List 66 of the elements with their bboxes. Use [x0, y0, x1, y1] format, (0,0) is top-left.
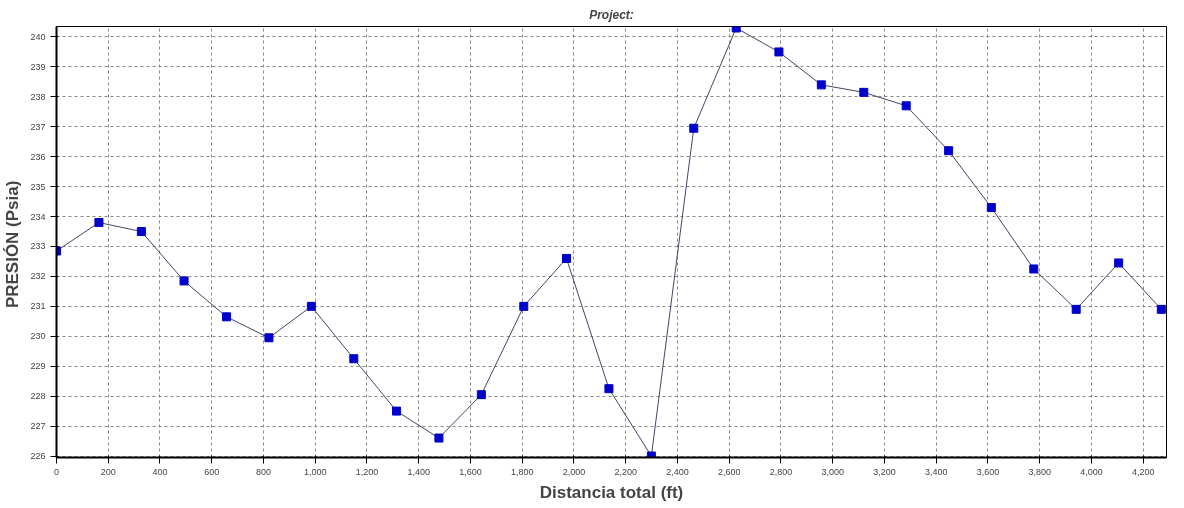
- y-tick-label: 235: [30, 181, 46, 192]
- x-tick-label: 2,600: [717, 466, 741, 477]
- x-tick-label: 2,000: [562, 466, 586, 477]
- x-tick-label: 4,000: [1080, 466, 1103, 477]
- y-tick-label: 228: [30, 391, 46, 402]
- x-tick-label: 1,800: [510, 466, 534, 477]
- y-tick-label: 239: [30, 61, 46, 72]
- x-tick-label: 1,400: [407, 466, 431, 477]
- y-tick-label: 230: [30, 331, 46, 342]
- x-tick-label: 3,600: [976, 466, 1000, 477]
- x-tick-label: 1,000: [303, 466, 327, 477]
- y-tick-label: 236: [30, 151, 46, 162]
- point: [561, 253, 571, 263]
- y-tick-label: 231: [30, 301, 46, 312]
- point: [434, 433, 444, 443]
- x-axis-title: Distancia total (ft): [539, 482, 684, 502]
- y-tick-label: 229: [30, 361, 46, 372]
- y-tick-label: 234: [30, 211, 46, 222]
- y-tick-label: 238: [30, 91, 46, 102]
- y-tick-label: 237: [30, 121, 46, 132]
- point: [391, 406, 401, 416]
- x-tick-label: 3,200: [873, 466, 896, 477]
- x-tick-label: 200: [100, 466, 116, 477]
- x-tick-label: 800: [255, 466, 272, 477]
- point: [1071, 304, 1081, 314]
- point: [816, 80, 826, 90]
- point: [349, 354, 359, 364]
- x-tick-label: 0: [54, 466, 60, 477]
- point: [476, 390, 486, 400]
- point: [646, 451, 656, 458]
- point: [774, 47, 784, 57]
- y-axis-title: PRESIÓN (Psia): [3, 180, 23, 309]
- point: [604, 384, 614, 394]
- x-tick-label: 2,400: [666, 466, 689, 477]
- x-tick-label: 1,600: [459, 466, 482, 477]
- point: [731, 26, 741, 33]
- point: [136, 227, 146, 237]
- point: [306, 301, 316, 311]
- point: [1156, 304, 1166, 314]
- point: [1114, 258, 1124, 268]
- point: [519, 301, 529, 311]
- x-tick-label: 3,400: [924, 466, 948, 477]
- y-tick-label: 227: [30, 421, 46, 432]
- point: [689, 123, 699, 133]
- point: [179, 276, 189, 286]
- x-tick-label: 600: [204, 466, 220, 477]
- x-tick-label: 4,200: [1131, 466, 1155, 477]
- point: [901, 101, 911, 111]
- x-tick-label: 1,200: [355, 466, 379, 477]
- point: [944, 146, 954, 156]
- point: [221, 312, 231, 322]
- point: [94, 218, 104, 228]
- point: [859, 87, 869, 97]
- x-tick-label: 400: [152, 466, 168, 477]
- point: [264, 333, 274, 343]
- x-tick-label: 3,000: [821, 466, 844, 477]
- x-tick-label: 2,200: [614, 466, 637, 477]
- y-tick-label: 226: [30, 451, 46, 461]
- y-tick-label: 232: [30, 271, 46, 282]
- point: [986, 203, 996, 213]
- x-tick-label: 3,800: [1028, 466, 1051, 477]
- point: [1029, 264, 1039, 274]
- y-tick-label: 240: [30, 31, 46, 42]
- x-tick-label: 2,800: [769, 466, 793, 477]
- chart-title: Project:: [589, 7, 634, 22]
- y-tick-label: 233: [30, 241, 46, 252]
